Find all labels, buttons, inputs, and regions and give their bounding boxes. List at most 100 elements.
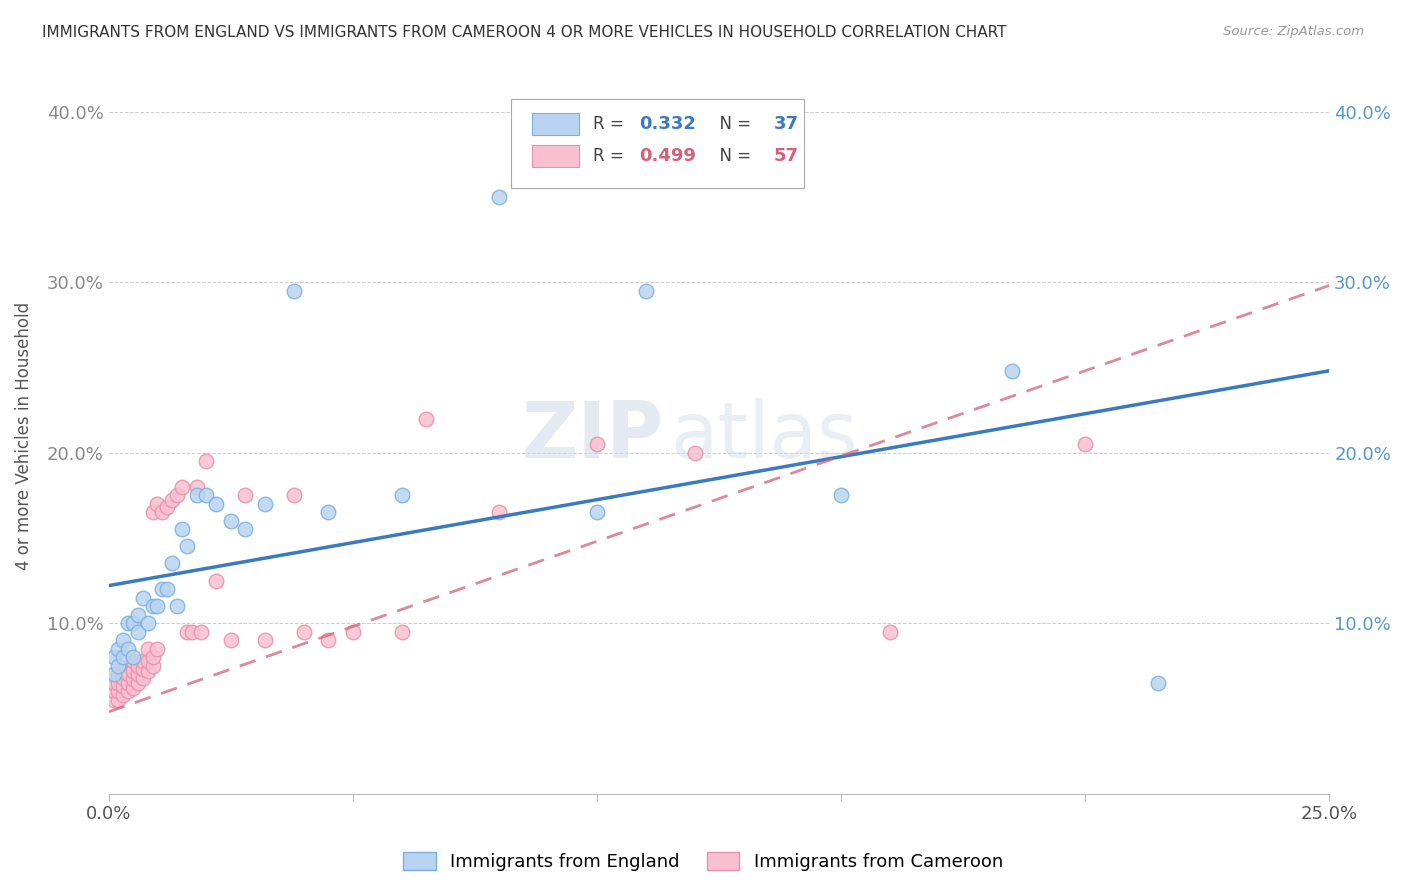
Point (117, 684, 139, 698)
Point (142, 650, 165, 665)
Point (117, 667, 139, 681)
Point (107, 641, 129, 656)
Point (142, 599, 165, 613)
Point (107, 667, 129, 681)
Point (253, 497, 276, 511)
Point (391, 624, 413, 639)
Point (107, 676, 129, 690)
Point (150, 582, 173, 596)
Point (205, 574, 228, 588)
Point (103, 650, 125, 665)
Point (103, 667, 125, 681)
Point (132, 591, 155, 605)
Point (136, 641, 159, 656)
Point (195, 454, 218, 468)
Point (283, 488, 305, 502)
Point (146, 599, 169, 613)
Point (127, 607, 149, 622)
Text: IMMIGRANTS FROM ENGLAND VS IMMIGRANTS FROM CAMEROON 4 OR MORE VEHICLES IN HOUSEH: IMMIGRANTS FROM ENGLAND VS IMMIGRANTS FR… (42, 25, 1007, 40)
Point (283, 284, 305, 298)
Point (1147, 676, 1170, 690)
Text: 0.332: 0.332 (640, 115, 696, 133)
Point (107, 684, 129, 698)
Point (634, 284, 657, 298)
Point (1001, 364, 1024, 378)
Point (122, 616, 145, 631)
Point (127, 658, 149, 673)
Point (253, 633, 276, 648)
Point (170, 480, 193, 494)
Text: Source: ZipAtlas.com: Source: ZipAtlas.com (1223, 25, 1364, 38)
Point (586, 505, 609, 519)
Point (830, 488, 852, 502)
Point (342, 624, 364, 639)
Point (103, 684, 125, 698)
Point (415, 411, 437, 425)
Point (879, 624, 901, 639)
Point (160, 493, 183, 508)
Point (166, 599, 188, 613)
Point (146, 641, 169, 656)
Point (318, 633, 340, 648)
Point (186, 488, 208, 502)
Text: N =: N = (709, 147, 756, 165)
Point (190, 624, 212, 639)
Point (127, 676, 149, 690)
Point (186, 480, 208, 494)
Bar (533, 145, 579, 167)
Point (142, 505, 165, 519)
Point (233, 522, 256, 536)
Point (136, 654, 159, 668)
Point (156, 582, 179, 596)
Point (122, 664, 145, 678)
Text: atlas: atlas (671, 398, 858, 474)
Point (156, 500, 179, 515)
Text: R =: R = (593, 115, 630, 133)
Point (132, 671, 155, 685)
Point (127, 624, 149, 639)
Point (117, 616, 139, 631)
Text: 57: 57 (773, 147, 799, 165)
Y-axis label: 4 or more Vehicles in Household: 4 or more Vehicles in Household (15, 301, 32, 570)
Point (166, 488, 188, 502)
Point (170, 522, 193, 536)
Point (180, 624, 202, 639)
Point (112, 688, 135, 702)
Point (150, 505, 173, 519)
Point (488, 505, 510, 519)
Point (122, 681, 145, 695)
FancyBboxPatch shape (512, 99, 804, 188)
Point (112, 671, 135, 685)
Point (122, 654, 145, 668)
Point (112, 679, 135, 693)
Point (391, 488, 413, 502)
Point (683, 445, 706, 459)
Point (136, 616, 159, 631)
Text: N =: N = (709, 115, 756, 133)
Point (219, 514, 242, 528)
Point (195, 488, 218, 502)
Point (488, 190, 510, 204)
Point (103, 676, 125, 690)
Point (160, 557, 183, 571)
Point (586, 437, 609, 451)
Point (146, 497, 169, 511)
Point (205, 497, 228, 511)
Point (136, 664, 159, 678)
Point (233, 488, 256, 502)
Text: ZIP: ZIP (522, 398, 664, 474)
Point (176, 624, 198, 639)
Point (176, 540, 198, 554)
Legend: Immigrants from England, Immigrants from Cameroon: Immigrants from England, Immigrants from… (396, 845, 1010, 879)
Point (112, 650, 135, 665)
Point (112, 633, 135, 648)
Point (219, 633, 242, 648)
Point (103, 693, 125, 707)
Point (112, 664, 135, 678)
Text: R =: R = (593, 147, 630, 165)
Point (318, 505, 340, 519)
Text: 37: 37 (773, 115, 799, 133)
Point (122, 650, 145, 665)
Point (132, 662, 155, 676)
Text: 0.499: 0.499 (640, 147, 696, 165)
